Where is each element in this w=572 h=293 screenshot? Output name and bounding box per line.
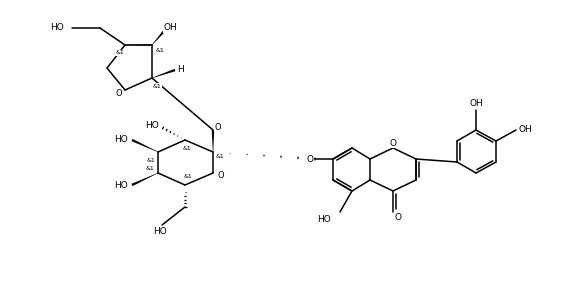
Text: OH: OH: [518, 125, 532, 134]
Text: HO: HO: [114, 180, 128, 190]
Polygon shape: [125, 44, 152, 46]
Text: &1: &1: [184, 175, 192, 180]
Text: HO: HO: [50, 23, 64, 33]
Text: HO: HO: [153, 226, 167, 236]
Polygon shape: [132, 139, 158, 152]
Text: OH: OH: [163, 23, 177, 33]
Text: &1: &1: [146, 158, 156, 163]
Polygon shape: [152, 29, 166, 45]
Text: HO: HO: [145, 122, 159, 130]
Text: &1: &1: [182, 146, 192, 151]
Polygon shape: [212, 130, 214, 152]
Polygon shape: [132, 173, 158, 186]
Text: &1: &1: [116, 50, 124, 55]
Text: O: O: [214, 122, 221, 132]
Text: HO: HO: [114, 135, 128, 144]
Text: &1: &1: [216, 154, 224, 159]
Text: &1: &1: [156, 47, 164, 52]
Text: OH: OH: [469, 100, 483, 108]
Text: HO: HO: [317, 214, 331, 224]
Text: &1: &1: [153, 84, 161, 88]
Text: H: H: [177, 66, 184, 74]
Polygon shape: [152, 69, 176, 78]
Text: O: O: [116, 88, 122, 98]
Text: &1: &1: [146, 166, 154, 171]
Text: O: O: [307, 154, 313, 163]
Text: O: O: [395, 212, 402, 222]
Text: O: O: [390, 139, 396, 147]
Text: O: O: [218, 171, 224, 180]
